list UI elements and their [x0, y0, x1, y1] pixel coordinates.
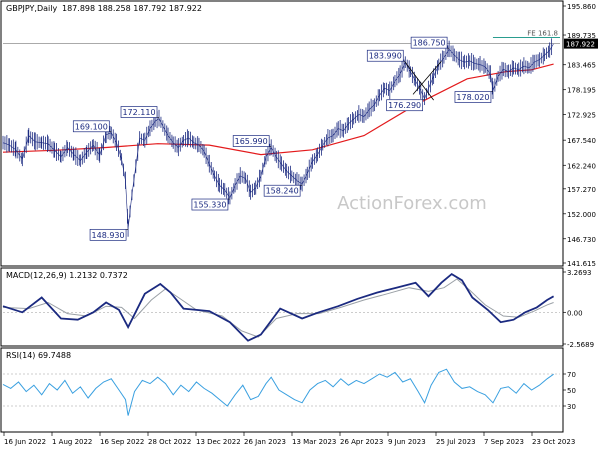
level-label-box: [191, 198, 229, 211]
macd-signal-line: [2, 278, 554, 338]
price-title: GBPJPY,Daily: [6, 4, 57, 13]
level-label: 165.990: [235, 137, 268, 146]
price-quote: 187.898 188.258 187.792 187.922: [62, 4, 202, 13]
price-y-tick-label: 195.860: [567, 3, 596, 11]
level-label-box: [120, 106, 158, 118]
x-tick-label: 26 Apr 2023: [340, 438, 383, 446]
x-tick-label: 16 Jun 2022: [4, 438, 46, 446]
level-label: 178.020: [456, 93, 489, 102]
price-line: [2, 43, 554, 229]
level-label-box: [263, 184, 301, 197]
macd-panel-frame: [0, 267, 564, 347]
x-tick-label: 28 Oct 2022: [148, 438, 191, 446]
x-tick-label: 16 Sep 2022: [100, 438, 144, 446]
price-y-tick-label: 152.000: [567, 211, 596, 219]
x-tick-label: 1 Aug 2022: [52, 438, 92, 446]
level-label-box: [454, 91, 492, 103]
level-label: 148.930: [92, 231, 125, 240]
level-label: 155.330: [193, 201, 226, 210]
price-y-tick-label: 189.735: [567, 32, 596, 40]
moving-average-line: [2, 63, 554, 156]
price-y-tick-label: 167.540: [567, 137, 596, 145]
rsi-panel-frame: [0, 347, 564, 433]
macd-title: MACD(12,26,9) 1.2132 0.7372: [6, 271, 128, 280]
level-label: 158.240: [266, 187, 299, 196]
macd-y-tick-label: -2.5689: [567, 341, 594, 349]
price-y-tick-label: 178.195: [567, 87, 596, 95]
level-label: 183.990: [369, 52, 402, 61]
rsi-title: RSI(14) 69.7488: [6, 351, 71, 360]
macd-y-tick-label: 0.00: [567, 309, 583, 317]
macd-line: [2, 272, 555, 342]
price-y-tick-label: 141.615: [567, 260, 596, 268]
x-tick-label: 26 Jan 2023: [244, 438, 286, 446]
price-y-tick-label: 146.730: [567, 236, 596, 244]
rsi-y-tick-label: 30: [567, 403, 576, 411]
last-price-box: [564, 38, 598, 49]
price-y-tick-label: 172.925: [567, 112, 596, 120]
level-label-box: [232, 135, 270, 147]
level-label: 172.110: [122, 108, 155, 117]
rsi-y-tick-label: 50: [567, 387, 576, 395]
level-label: 169.100: [75, 122, 108, 131]
price-y-tick-label: 183.465: [567, 62, 596, 70]
x-tick-label: 23 Oct 2023: [532, 438, 575, 446]
x-tick-label: 13 Dec 2022: [196, 438, 241, 446]
price-y-tick-label: 162.240: [567, 162, 596, 170]
last-price-text: 187.922: [566, 41, 595, 49]
level-label-box: [366, 49, 404, 62]
level-label-box: [89, 228, 127, 241]
x-tick-label: 9 Jun 2023: [388, 438, 426, 446]
watermark: ActionForex.com: [337, 193, 487, 214]
level-label-box: [72, 120, 110, 133]
fe-label: FE 161.8: [527, 30, 558, 38]
trendline: [404, 61, 434, 101]
x-tick-label: 25 Jul 2023: [436, 438, 476, 446]
macd-y-tick-label: 3.2693: [567, 269, 592, 277]
x-tick-label: 7 Sep 2023: [484, 438, 524, 446]
level-label: 186.750: [413, 39, 446, 48]
level-label-box: [410, 36, 448, 49]
rsi-y-tick-label: 70: [567, 371, 576, 379]
level-label-box: [386, 99, 423, 112]
price-panel-frame: [0, 0, 564, 267]
trendline: [412, 60, 442, 95]
level-label: 176.290: [388, 101, 421, 110]
x-tick-label: 13 Mar 2023: [292, 438, 336, 446]
rsi-line: [2, 368, 554, 416]
price-y-tick-label: 157.270: [567, 186, 596, 194]
